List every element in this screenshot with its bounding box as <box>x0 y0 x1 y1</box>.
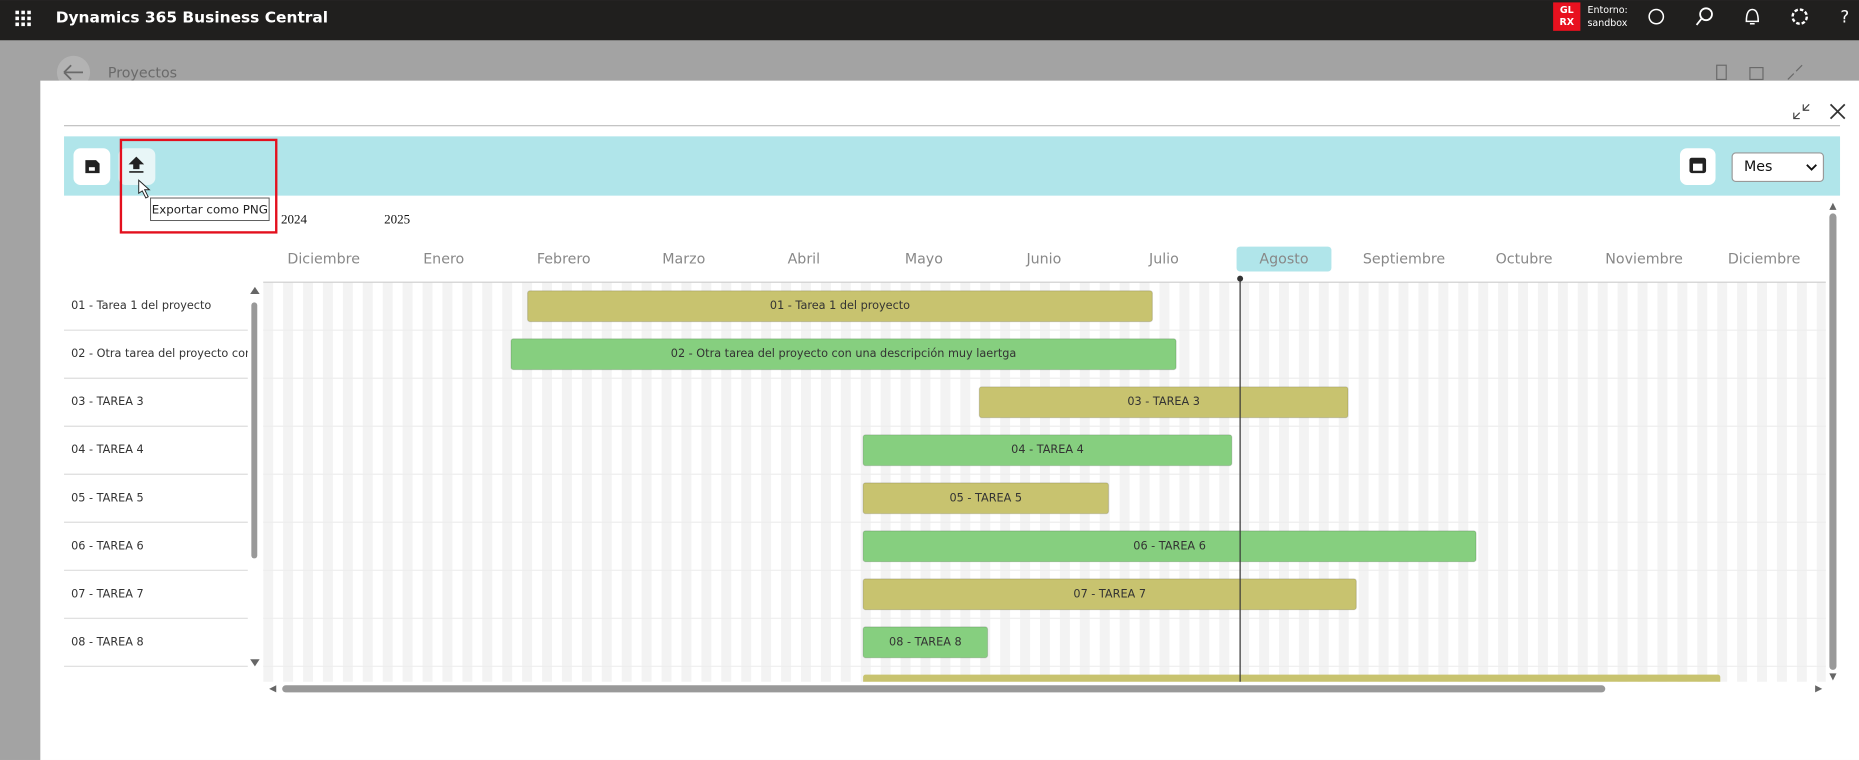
collapse-icon[interactable] <box>1787 64 1803 80</box>
task-bar-label: 06 - TAREA 6 <box>1133 539 1206 552</box>
month-label: Marzo <box>662 252 705 268</box>
task-name: 01 - Tarea 1 del proyecto <box>71 299 211 312</box>
task-name: 03 - TAREA 3 <box>71 395 144 408</box>
month-label: Julio <box>1148 252 1179 268</box>
month-label: Febrero <box>537 252 591 268</box>
highlight-box <box>119 138 278 234</box>
task-name: 02 - Otra tarea del proyecto con una des… <box>71 347 417 360</box>
task-name: 05 - TAREA 5 <box>71 491 144 504</box>
task-name: 07 - TAREA 7 <box>71 587 144 600</box>
back-icon <box>63 64 83 81</box>
current-month-highlight <box>1236 246 1332 272</box>
task-bar-label: 03 - TAREA 3 <box>1127 395 1200 408</box>
month-label: Noviembre <box>1605 252 1683 268</box>
close-modal[interactable] <box>1829 103 1846 120</box>
task-bar-label: 02 - Otra tarea del proyecto con una des… <box>671 347 1017 360</box>
task-bar-label: 05 - TAREA 5 <box>950 491 1023 504</box>
month-label: Enero <box>423 252 464 268</box>
view-select-value: Mes <box>1744 159 1772 175</box>
task-name: 06 - TAREA 6 <box>71 539 144 552</box>
page-title: Proyectos <box>108 66 177 82</box>
environment-label: Entorno: <box>1588 5 1628 16</box>
export-icon <box>128 156 145 173</box>
task-bar <box>862 530 1477 563</box>
open-new-icon[interactable] <box>1749 67 1764 81</box>
cursor <box>138 179 151 199</box>
settings-icon[interactable] <box>1791 8 1809 25</box>
task-bar-label: 04 - TAREA 4 <box>1011 443 1084 456</box>
bookmark-icon[interactable] <box>1716 64 1727 81</box>
app-title: Dynamics 365 Business Central <box>56 8 328 26</box>
month-label: Abril <box>788 252 821 268</box>
month-label: Diciembre <box>1728 252 1801 268</box>
task-bar-label: 07 - TAREA 7 <box>1073 587 1146 600</box>
tooltip-text: Exportar como PNG <box>152 202 268 216</box>
select-arrow <box>1806 164 1817 171</box>
month-label: Mayo <box>905 252 943 268</box>
task-bar <box>510 338 1177 371</box>
help-icon[interactable]: ? <box>1840 7 1849 26</box>
task-name: 04 - TAREA 4 <box>71 443 144 456</box>
month-label: Diciembre <box>287 252 360 268</box>
task-bar <box>862 626 989 659</box>
v-scrollbar[interactable] <box>1829 213 1837 670</box>
copilot-icon[interactable] <box>1648 8 1665 25</box>
task-bar <box>862 482 1110 515</box>
tooltip <box>150 197 270 222</box>
task-bar <box>862 434 1233 467</box>
year-label: 2024 <box>281 212 308 227</box>
company-badge[interactable] <box>1553 2 1581 31</box>
task-name: 08 - TAREA 8 <box>71 635 144 648</box>
waffle-icon[interactable] <box>15 10 31 27</box>
badge-text: GL <box>1560 5 1574 16</box>
list-scrollbar[interactable] <box>251 302 258 559</box>
month-label: Septiembre <box>1363 252 1445 268</box>
environment-name: sandbox <box>1588 18 1628 29</box>
task-bar-label: 08 - TAREA 8 <box>889 635 962 648</box>
badge-text: RX <box>1559 17 1574 28</box>
view-select[interactable] <box>1731 152 1825 183</box>
today-marker <box>1237 275 1244 282</box>
h-scrollbar[interactable] <box>282 685 1606 693</box>
save-icon <box>85 160 100 174</box>
calendar-icon-detail <box>1693 163 1703 171</box>
month-label: Octubre <box>1496 252 1553 268</box>
task-bar <box>863 674 1721 682</box>
month-label: Junio <box>1025 252 1061 268</box>
search-icon[interactable] <box>1695 7 1713 26</box>
collapse-modal[interactable] <box>1793 103 1810 120</box>
task-bar <box>862 578 1357 611</box>
month-label: Agosto <box>1259 252 1308 268</box>
year-label: 2025 <box>384 212 410 227</box>
task-bar <box>526 290 1153 323</box>
save-icon-detail <box>88 167 95 171</box>
bell-icon[interactable] <box>1745 8 1759 25</box>
app-bar <box>0 0 1859 41</box>
task-bar <box>978 386 1349 419</box>
toolbar <box>64 136 1841 196</box>
task-bar-label: 01 - Tarea 1 del proyecto <box>770 299 910 312</box>
